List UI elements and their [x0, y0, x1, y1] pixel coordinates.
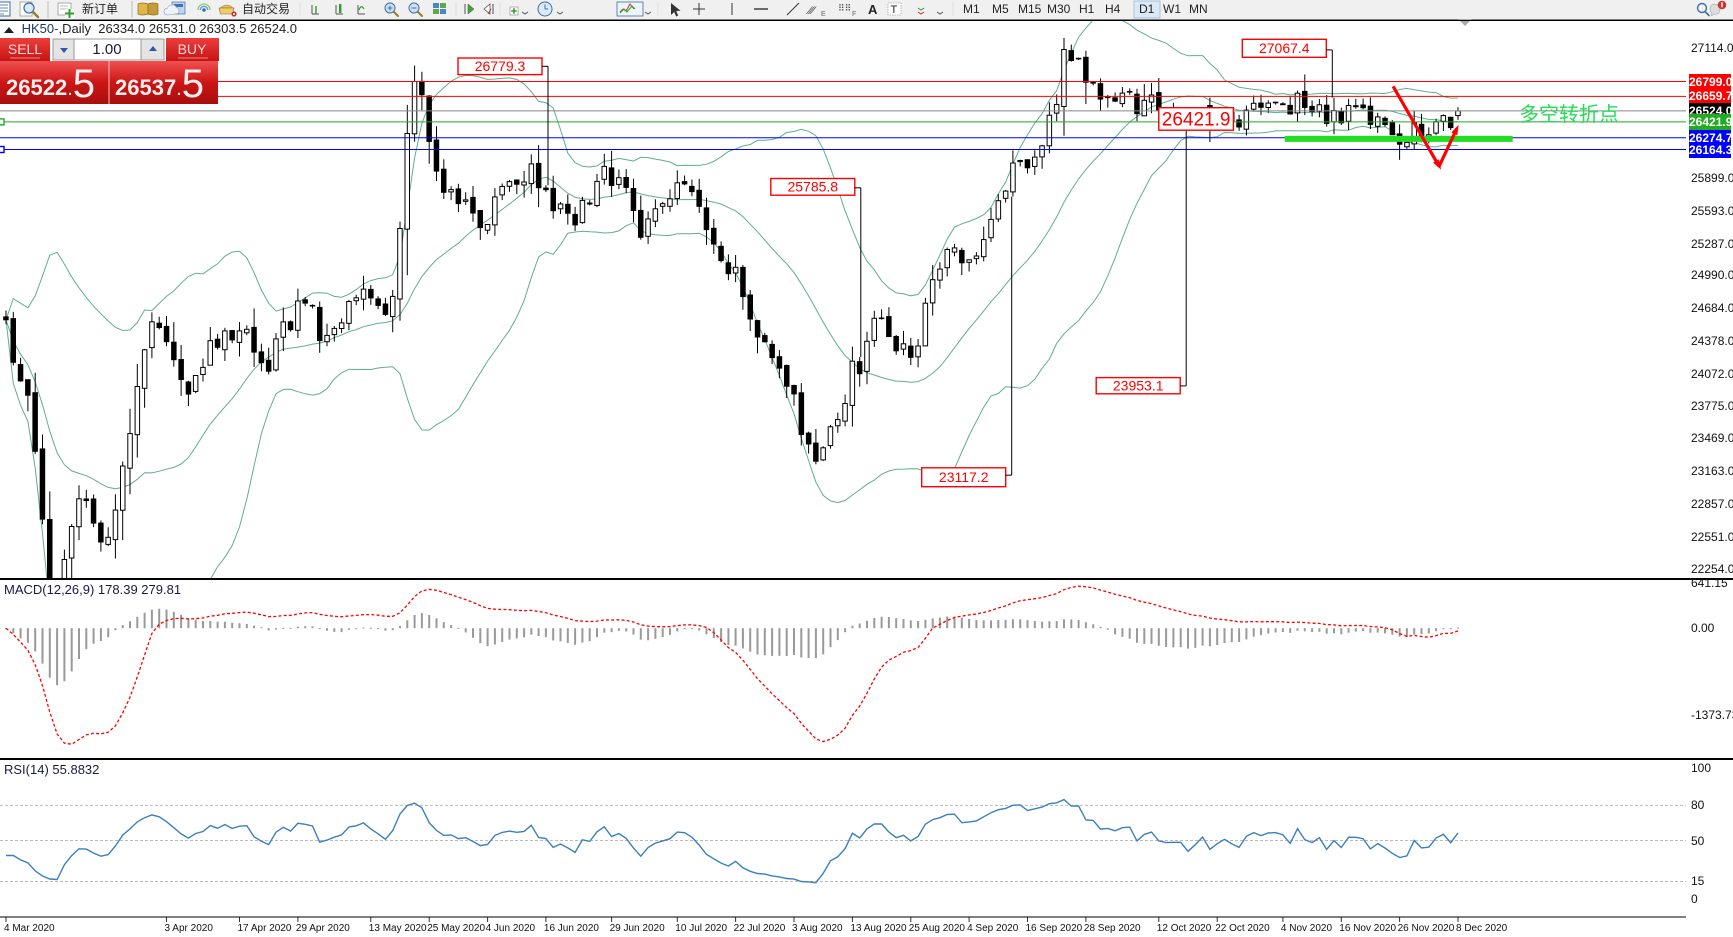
svg-text:SELL: SELL [8, 41, 42, 57]
svg-text:23117.2: 23117.2 [939, 469, 989, 485]
svg-text:M15: M15 [1018, 2, 1042, 16]
svg-text:D1: D1 [1139, 2, 1155, 16]
svg-text:27067.4: 27067.4 [1259, 40, 1310, 56]
svg-text:新订单: 新订单 [82, 1, 118, 16]
svg-text:M5: M5 [992, 2, 1009, 16]
svg-text:M30: M30 [1047, 2, 1071, 16]
svg-text:T: T [891, 4, 898, 16]
svg-text:F: F [852, 11, 856, 18]
svg-text:⠿⠿: ⠿⠿ [838, 3, 851, 13]
svg-text:26779.3: 26779.3 [475, 58, 526, 74]
svg-text:M1: M1 [963, 2, 980, 16]
svg-text:26421.9: 26421.9 [1162, 109, 1231, 130]
svg-text:H4: H4 [1105, 2, 1121, 16]
svg-text:E: E [821, 11, 826, 18]
svg-text:MACD(12,26,9) 178.39 279.81: MACD(12,26,9) 178.39 279.81 [4, 582, 181, 597]
svg-text:23953.1: 23953.1 [1113, 377, 1164, 393]
svg-text:25785.8: 25785.8 [787, 179, 838, 195]
svg-text:W1: W1 [1163, 2, 1181, 16]
svg-text:A: A [868, 2, 878, 17]
svg-text:自动交易: 自动交易 [242, 1, 290, 16]
svg-text:H1: H1 [1079, 2, 1095, 16]
svg-text:多空转折点: 多空转折点 [1519, 103, 1619, 126]
svg-text:1.00: 1.00 [92, 41, 121, 58]
svg-text:MN: MN [1189, 2, 1208, 16]
svg-text:BUY: BUY [178, 41, 207, 57]
